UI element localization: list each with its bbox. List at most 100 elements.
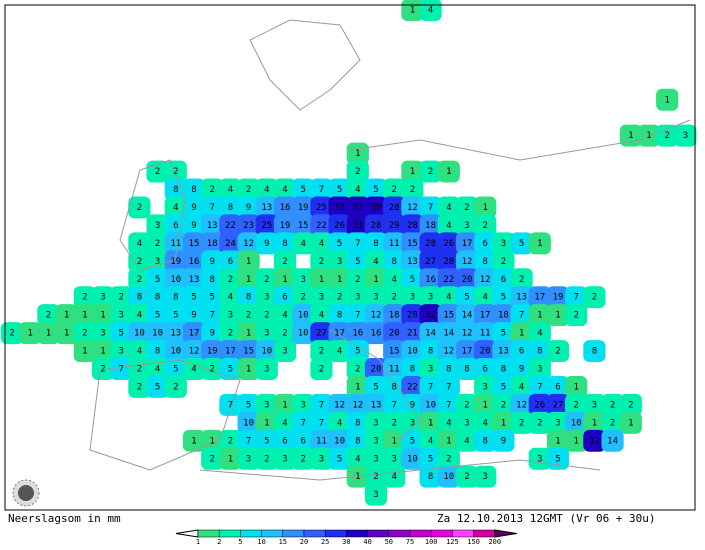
precip-cell [255, 268, 278, 291]
precip-value: 9 [246, 203, 251, 213]
precip-cell [182, 250, 206, 273]
precip-cell [546, 304, 570, 327]
precip-value: 7 [319, 400, 324, 410]
precip-cell [219, 393, 242, 416]
precip-cell [128, 196, 151, 219]
precip-value: 7 [228, 400, 233, 410]
coastlines [89, 19, 691, 481]
precip-value: 5 [519, 239, 524, 249]
precip-value: 2 [264, 311, 269, 321]
precip-value: 5 [264, 436, 269, 446]
precip-value: 3 [537, 454, 542, 464]
precip-cell [182, 340, 206, 363]
precip-value: 2 [209, 454, 214, 464]
precip-cell [346, 250, 369, 273]
precip-cell [255, 393, 278, 416]
precip-cell [419, 214, 442, 237]
precip-cell [455, 411, 479, 434]
precip-value: 8 [373, 239, 378, 249]
precip-value: 1 [264, 418, 269, 428]
precip-cell [19, 322, 42, 345]
precip-value: 20 [480, 347, 491, 357]
precip-value: 4 [355, 185, 360, 195]
precip-value: 2 [319, 257, 324, 267]
precip-value: 5 [173, 311, 178, 321]
colorbar-label: 50 [385, 538, 393, 546]
precip-cell [201, 340, 224, 363]
colorbar-label: 75 [406, 538, 414, 546]
precip-value: 26 [534, 400, 545, 410]
precip-cell [510, 268, 533, 291]
precip-value: 2 [137, 365, 142, 375]
precip-cell [437, 196, 460, 219]
precip-value: 10 [243, 418, 254, 428]
precip-value: 5 [355, 257, 360, 267]
precip-cell [492, 429, 515, 452]
precip-cell [492, 358, 515, 380]
precip-cell [419, 393, 442, 416]
colorbar-swatch [346, 529, 368, 538]
precip-cell [164, 304, 187, 327]
precip-cell [437, 411, 460, 434]
precip-value: 2 [100, 365, 105, 375]
precip-value: 18 [207, 239, 218, 249]
precip-cell [383, 447, 406, 470]
precip-cell [383, 465, 406, 488]
precip-value: 4 [446, 221, 451, 231]
precip-cell [273, 411, 297, 434]
precip-cell [401, 196, 424, 219]
precip-value: 2 [137, 203, 142, 213]
precip-cell [237, 214, 260, 237]
precip-value: 17 [225, 347, 236, 357]
precip-value: 15 [443, 311, 454, 321]
precip-value: 5 [337, 239, 342, 249]
precip-value: 25 [261, 221, 272, 231]
precip-value: 2 [246, 185, 251, 195]
precip-value: 19 [553, 293, 564, 303]
precip-cell [255, 411, 278, 434]
precip-value: 8 [391, 382, 396, 392]
colorbar-label: 30 [342, 538, 350, 546]
precip-value: 31 [352, 221, 363, 231]
precip-cell [182, 429, 206, 452]
precip-value: 1 [664, 95, 669, 105]
precip-cell [292, 411, 315, 434]
precip-value: 8 [410, 365, 415, 375]
precip-cell [383, 429, 406, 452]
precip-value: 5 [428, 454, 433, 464]
precip-cell [237, 268, 260, 291]
precip-cell [510, 232, 533, 255]
precip-cell [237, 429, 260, 452]
precip-cell [201, 214, 224, 237]
colorbar-swatch [218, 529, 241, 538]
precip-cell [164, 286, 187, 309]
precip-value: 8 [173, 293, 178, 303]
precip-cell [492, 375, 515, 398]
precip-value: 1 [228, 454, 233, 464]
precip-value: 19 [298, 203, 309, 213]
precip-value: 18 [498, 311, 509, 321]
precip-cell [128, 304, 151, 327]
precip-cell [146, 340, 169, 363]
precip-cell [492, 232, 515, 255]
precip-cell [328, 447, 351, 470]
precip-cell [237, 393, 260, 416]
precip-value: 28 [407, 221, 418, 231]
precip-value: 2 [137, 275, 142, 285]
precip-value: 3 [100, 329, 105, 339]
precip-cell [437, 160, 460, 183]
precip-cell [474, 268, 497, 291]
precip-value: 5 [246, 400, 251, 410]
precip-value: 4 [173, 203, 178, 213]
precip-value: 27 [425, 257, 436, 267]
precip-cell [510, 286, 533, 309]
precip-cell [364, 429, 388, 452]
precip-value: 1 [519, 329, 524, 339]
precip-value: 11 [480, 329, 491, 339]
precip-cell [182, 286, 206, 309]
precip-value: 3 [373, 436, 378, 446]
precip-cell [474, 411, 497, 434]
precip-cell [182, 322, 206, 345]
precip-cell [292, 429, 315, 452]
precip-value: 4 [446, 203, 451, 213]
